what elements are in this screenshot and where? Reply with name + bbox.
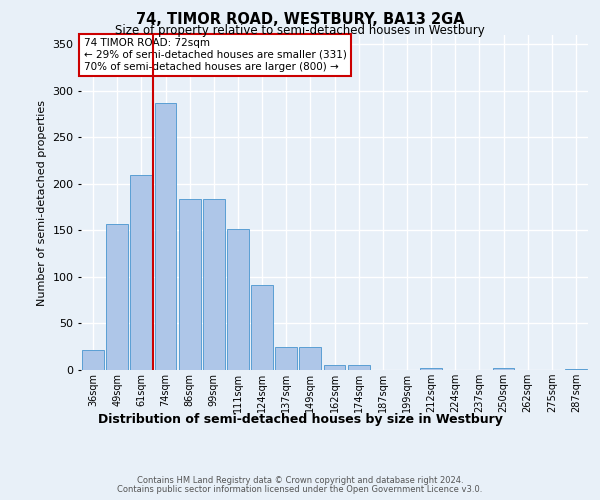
Bar (493, 368, 514, 370)
Bar (82, 350, 104, 370)
Bar (203, 199, 224, 370)
Bar (155, 103, 176, 370)
Bar (179, 199, 200, 370)
Text: 74 TIMOR ROAD: 72sqm
← 29% of semi-detached houses are smaller (331)
70% of semi: 74 TIMOR ROAD: 72sqm ← 29% of semi-detac… (83, 38, 346, 72)
Bar (251, 286, 273, 370)
Bar (323, 366, 346, 370)
Bar (227, 228, 249, 370)
Text: 74, TIMOR ROAD, WESTBURY, BA13 2GA: 74, TIMOR ROAD, WESTBURY, BA13 2GA (136, 12, 464, 28)
Y-axis label: Number of semi-detached properties: Number of semi-detached properties (37, 100, 47, 306)
Bar (299, 346, 321, 370)
Bar (420, 368, 442, 370)
Bar (275, 346, 297, 370)
Bar (565, 369, 587, 370)
Text: Contains public sector information licensed under the Open Government Licence v3: Contains public sector information licen… (118, 485, 482, 494)
Bar (130, 174, 152, 370)
Text: Distribution of semi-detached houses by size in Westbury: Distribution of semi-detached houses by … (98, 412, 502, 426)
Text: Size of property relative to semi-detached houses in Westbury: Size of property relative to semi-detach… (115, 24, 485, 37)
Text: Contains HM Land Registry data © Crown copyright and database right 2024.: Contains HM Land Registry data © Crown c… (137, 476, 463, 485)
Bar (106, 224, 128, 370)
Bar (348, 366, 370, 370)
